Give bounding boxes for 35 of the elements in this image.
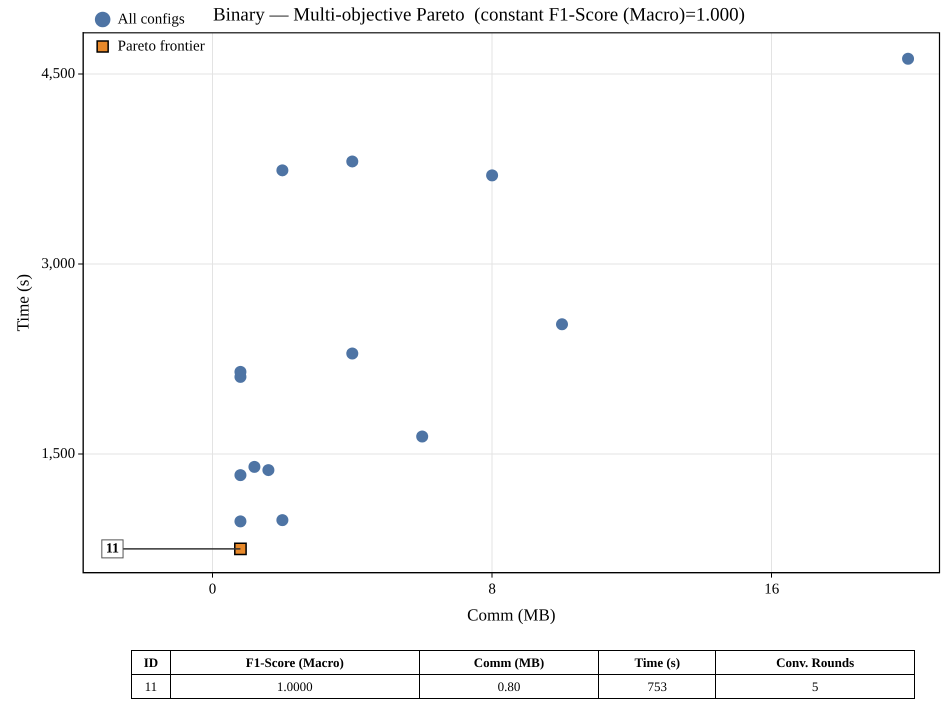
chart-title: Binary — Multi-objective Pareto (constant F1-Score (Macro)=1.000) — [212, 4, 746, 26]
point — [346, 347, 358, 360]
text: 753 — [598, 674, 716, 698]
legend-label: Pareto frontier — [118, 38, 205, 54]
y-axis-title: Time (s) — [14, 274, 33, 332]
text: 11 — [132, 674, 170, 698]
point — [276, 164, 288, 176]
annotation: 11 — [106, 542, 120, 557]
point — [346, 155, 358, 168]
point — [234, 469, 246, 482]
legend-label: All configs — [118, 11, 185, 28]
point — [902, 52, 914, 65]
text: F1-Score (Macro) — [170, 650, 420, 674]
x-tick-label: 16 — [764, 582, 780, 598]
text: 0.80 — [419, 674, 599, 698]
point — [556, 318, 568, 330]
x-tick-label: 0 — [208, 582, 216, 598]
y-tick-label: 3,000 — [41, 256, 76, 272]
point — [486, 169, 498, 182]
point — [234, 515, 246, 528]
text: Comm (MB) — [419, 650, 599, 674]
y-tick-label: 1,500 — [41, 446, 76, 462]
text: 1.0000 — [170, 674, 420, 698]
point — [416, 430, 428, 442]
x-axis-title: Comm (MB) — [467, 605, 556, 624]
point — [276, 514, 288, 526]
point — [248, 460, 260, 473]
x-tick-label: 8 — [488, 582, 496, 598]
text: 5 — [716, 674, 914, 698]
y-tick-label: 4,500 — [41, 66, 76, 82]
text: ID — [132, 650, 170, 674]
point — [234, 542, 247, 556]
point — [262, 464, 274, 476]
text: Conv. Rounds — [716, 650, 914, 674]
text: Time (s) — [598, 650, 716, 674]
